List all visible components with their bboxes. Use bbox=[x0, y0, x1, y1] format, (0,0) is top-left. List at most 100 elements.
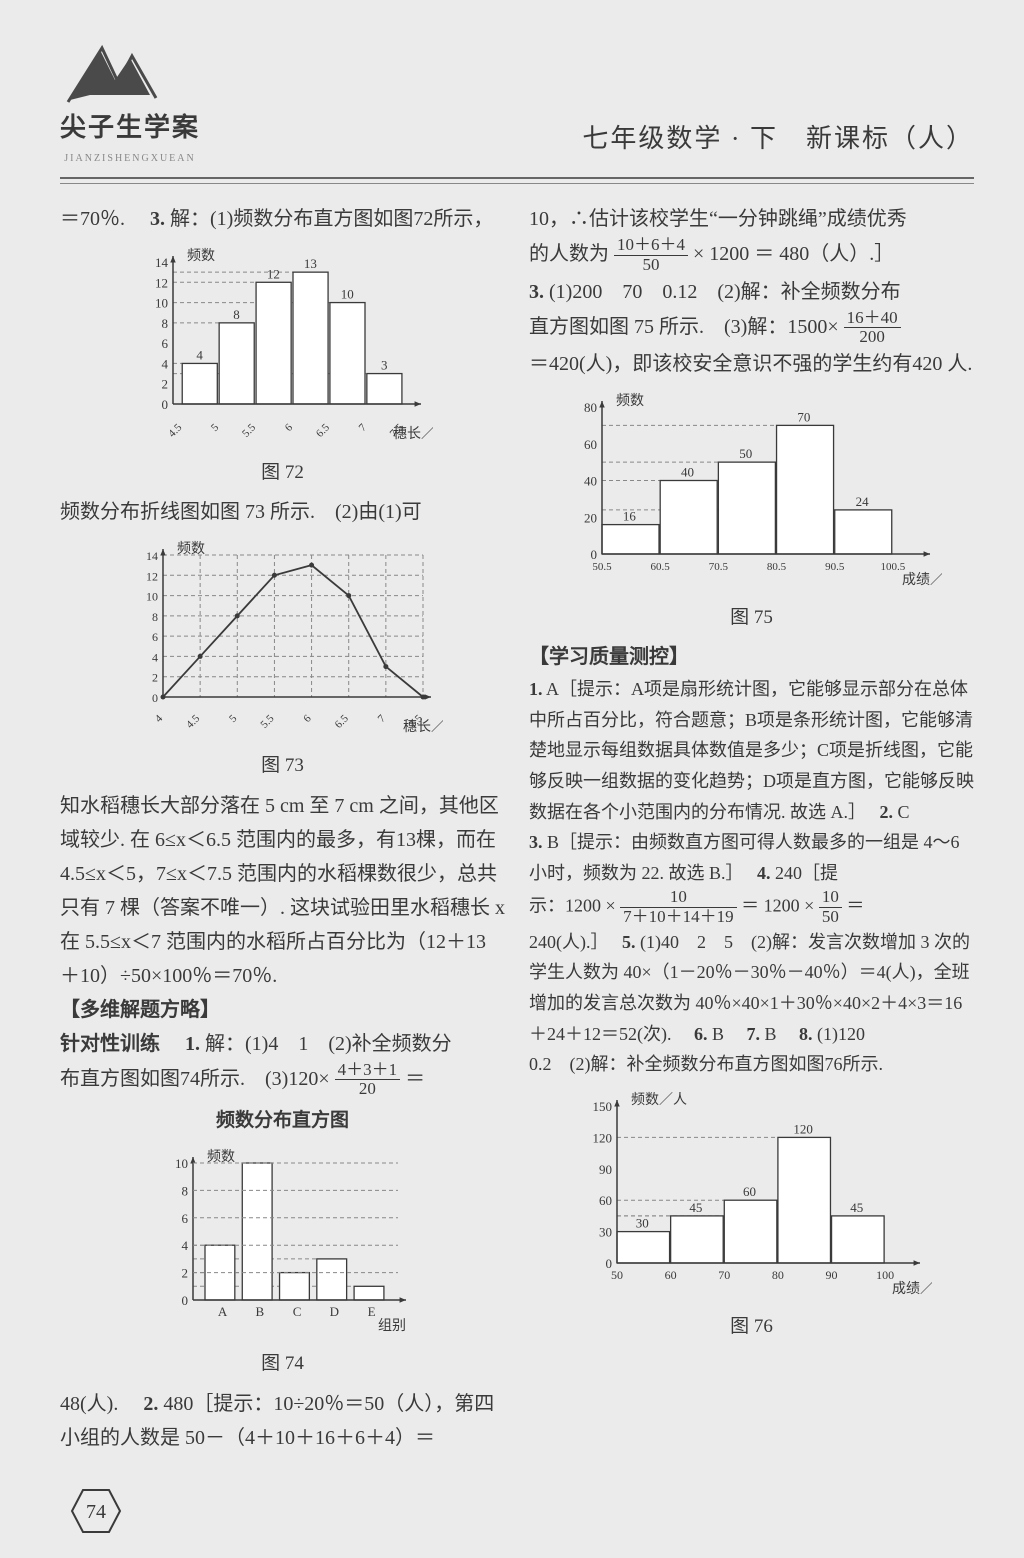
two-columns: ＝70％. 3. 解：(1)频数分布直方图如图72所示， 02468101214… bbox=[60, 202, 974, 1455]
r-top1-num: 10＋6＋4 bbox=[614, 236, 688, 256]
fig72-box: 024681012144812131034.555.566.577.5频数穗长／… bbox=[60, 244, 505, 489]
fig75-caption: 图 75 bbox=[529, 602, 974, 634]
r-line3a: (1)200 70 0.12 (2)解：补全频数分布 bbox=[549, 281, 901, 303]
q3n: 3. bbox=[529, 832, 543, 852]
svg-text:B: B bbox=[255, 1304, 264, 1319]
svg-text:频数: 频数 bbox=[616, 393, 644, 409]
header-divider bbox=[60, 177, 974, 184]
fig74-caption: 图 74 bbox=[60, 1348, 505, 1380]
svg-text:60.5: 60.5 bbox=[650, 561, 670, 573]
q4c: 240(人).］ bbox=[529, 932, 618, 952]
q5n: 5. bbox=[622, 932, 636, 952]
multi2a: 布直方图如图74所示. (3)120× bbox=[60, 1068, 330, 1090]
fig72-chart: 024681012144812131034.555.566.577.5频数穗长／… bbox=[133, 244, 433, 444]
svg-text:2: 2 bbox=[181, 1266, 188, 1281]
header: 尖子生学案 JIANZISHENGXUEAN 七年级数学 · 下 新课标（人） bbox=[60, 40, 974, 167]
page-number-badge: 74 bbox=[70, 1488, 122, 1534]
after74-q2: 2. bbox=[143, 1393, 158, 1415]
svg-text:3: 3 bbox=[380, 358, 387, 373]
fig76-chart: 0306090120150304560120455060708090100频数／… bbox=[572, 1088, 932, 1298]
para-after73: 知水稻穗长大部分落在 5 cm 至 7 cm 之间，其他区域较少. 在 6≤x＜… bbox=[60, 789, 505, 993]
svg-text:8: 8 bbox=[161, 316, 168, 331]
svg-text:70: 70 bbox=[718, 1268, 730, 1282]
svg-text:4: 4 bbox=[181, 1239, 188, 1254]
svg-text:8: 8 bbox=[233, 307, 240, 322]
svg-text:成绩／分: 成绩／分 bbox=[892, 1281, 932, 1297]
multi2b: ＝ bbox=[405, 1068, 425, 1090]
multi-frac-num: 4＋3＋1 bbox=[335, 1061, 401, 1081]
r-line3b-pre: 直方图如图 75 所示. (3)解：1500× bbox=[529, 315, 839, 337]
r-top1-frac: 10＋6＋4 50 bbox=[614, 236, 688, 274]
q2n: 2. bbox=[880, 802, 894, 822]
svg-text:80: 80 bbox=[584, 400, 597, 415]
q4-frac1-den: 7＋10＋14＋19 bbox=[620, 908, 737, 927]
svg-text:90.5: 90.5 bbox=[825, 561, 845, 573]
r-top1b-pre: 的人数为 bbox=[529, 243, 614, 265]
svg-text:7: 7 bbox=[356, 421, 369, 434]
svg-text:0: 0 bbox=[161, 397, 168, 412]
svg-text:13: 13 bbox=[303, 256, 316, 271]
svg-text:60: 60 bbox=[742, 1184, 755, 1199]
svg-text:4.5: 4.5 bbox=[184, 713, 203, 732]
svg-text:120: 120 bbox=[592, 1130, 612, 1145]
svg-text:150: 150 bbox=[592, 1099, 612, 1114]
fig76-box: 0306090120150304560120455060708090100频数／… bbox=[529, 1088, 974, 1343]
q7: B bbox=[765, 1024, 795, 1044]
svg-text:60: 60 bbox=[664, 1268, 676, 1282]
svg-text:12: 12 bbox=[155, 275, 168, 290]
svg-text:频数／人: 频数／人 bbox=[631, 1092, 687, 1108]
l1-rest: 解：(1)频数分布直方图如图72所示， bbox=[170, 208, 493, 230]
svg-text:30: 30 bbox=[635, 1215, 648, 1230]
svg-text:频数: 频数 bbox=[177, 541, 205, 557]
svg-text:6: 6 bbox=[152, 631, 158, 645]
svg-text:16: 16 bbox=[622, 509, 636, 524]
r-top1a: 10，∴估计该校学生“一分钟跳绳”成绩优秀 bbox=[529, 202, 974, 236]
svg-text:14: 14 bbox=[146, 549, 158, 563]
fig74-title: 频数分布直方图 bbox=[60, 1105, 505, 1137]
svg-text:D: D bbox=[329, 1304, 338, 1319]
q6n: 6. bbox=[694, 1024, 708, 1044]
q4b-post: ＝ bbox=[846, 896, 864, 916]
svg-text:2: 2 bbox=[152, 671, 158, 685]
q4b-mid: ＝ 1200 × bbox=[741, 896, 819, 916]
fig73-chart: 0246810121444.555.566.577.58频数穗长／cm bbox=[123, 537, 443, 737]
r-line3-den: 200 bbox=[844, 328, 901, 347]
svg-text:4.5: 4.5 bbox=[166, 421, 185, 440]
multi1a: 针对性训练 bbox=[60, 1033, 180, 1055]
svg-text:0: 0 bbox=[152, 691, 158, 705]
svg-text:74: 74 bbox=[86, 1501, 106, 1523]
svg-text:90: 90 bbox=[825, 1268, 837, 1282]
svg-text:穗长／cm: 穗长／cm bbox=[403, 719, 443, 735]
logo-name: 尖子生学案 bbox=[60, 106, 200, 150]
svg-text:4: 4 bbox=[161, 357, 168, 372]
q4-frac1-num: 10 bbox=[620, 888, 737, 908]
after72: 频数分布折线图如图 73 所示. (2)由(1)可 bbox=[60, 495, 505, 529]
svg-text:A: A bbox=[217, 1304, 227, 1319]
right-column: 10，∴估计该校学生“一分钟跳绳”成绩优秀 的人数为 10＋6＋4 50 × 1… bbox=[529, 202, 974, 1455]
svg-text:40: 40 bbox=[584, 473, 597, 488]
svg-text:10: 10 bbox=[155, 296, 168, 311]
svg-text:0: 0 bbox=[181, 1293, 188, 1308]
fig74-chart: 0246810ABCDE频数组别 bbox=[153, 1145, 413, 1335]
svg-text:8: 8 bbox=[181, 1184, 188, 1199]
q2: C bbox=[898, 802, 910, 822]
r-line3-num: 16＋40 bbox=[844, 309, 901, 329]
svg-text:2: 2 bbox=[161, 377, 168, 392]
q8n: 8. bbox=[799, 1024, 813, 1044]
multi-q1: 1. bbox=[185, 1033, 200, 1055]
q4-frac2-den: 50 bbox=[819, 908, 842, 927]
r-q3: 3. bbox=[529, 281, 544, 303]
svg-text:50: 50 bbox=[611, 1268, 623, 1282]
q3-label: 3. bbox=[150, 208, 165, 230]
svg-text:4: 4 bbox=[152, 713, 165, 726]
svg-text:12: 12 bbox=[266, 266, 279, 281]
fig76-caption: 图 76 bbox=[529, 1311, 974, 1343]
logo-pinyin: JIANZISHENGXUEAN bbox=[64, 150, 195, 167]
head-multi: 【多维解题方略】 bbox=[60, 993, 505, 1027]
r-line3c: ＝420(人)，即该校安全意识不强的学生约有420 人. bbox=[529, 347, 974, 381]
svg-text:60: 60 bbox=[599, 1193, 612, 1208]
svg-text:50.5: 50.5 bbox=[592, 561, 612, 573]
q8a: (1)120 bbox=[817, 1024, 865, 1044]
svg-text:10: 10 bbox=[340, 287, 353, 302]
q4-frac1: 10 7＋10＋14＋19 bbox=[620, 888, 737, 926]
